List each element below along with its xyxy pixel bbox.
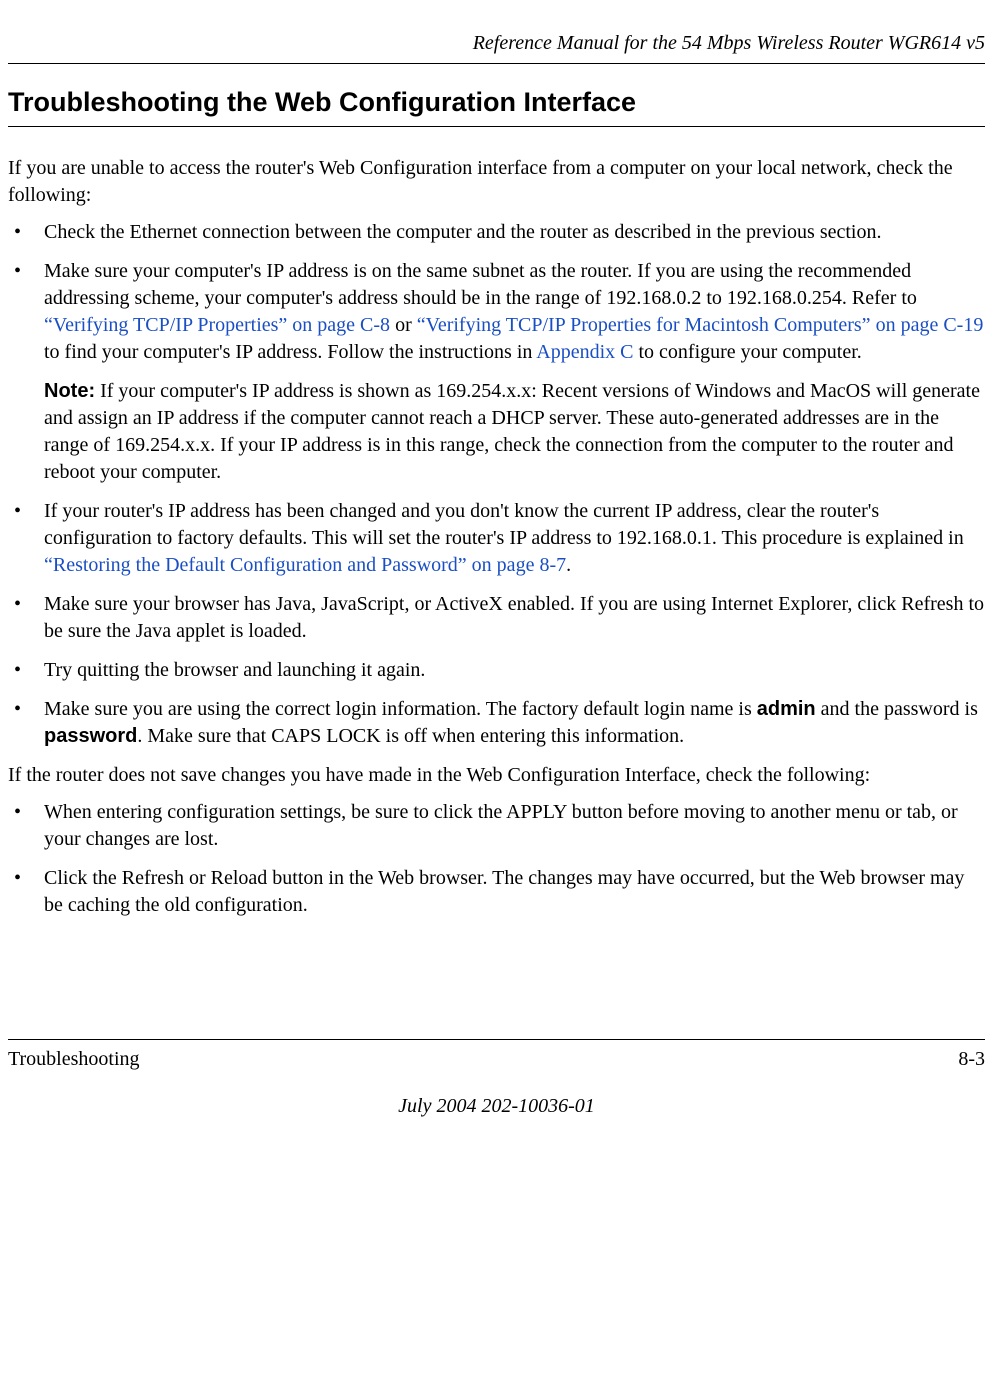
footer-section-name: Troubleshooting [8, 1046, 140, 1073]
bullet-list-1: Check the Ethernet connection between th… [8, 219, 985, 750]
body-text: and the password is [816, 698, 978, 720]
body-text: or [390, 314, 417, 336]
cross-reference-link[interactable]: “Verifying TCP/IP Properties for Macinto… [417, 314, 984, 336]
cross-reference-link[interactable]: Appendix C [536, 341, 633, 363]
footer-row: Troubleshooting 8-3 [8, 1046, 985, 1073]
note-label: Note: [44, 380, 95, 402]
header-rule [8, 63, 985, 64]
bold-text: password [44, 725, 137, 747]
footer-rule [8, 1039, 985, 1040]
section-heading: Troubleshooting the Web Configuration In… [8, 84, 985, 120]
bold-text: admin [757, 698, 816, 720]
body-text: to configure your computer. [633, 341, 861, 363]
heading-rule [8, 126, 985, 127]
body-text: Make sure you are using the correct logi… [44, 698, 757, 720]
running-header: Reference Manual for the 54 Mbps Wireles… [8, 30, 985, 57]
bullet-list-2: When entering configuration settings, be… [8, 799, 985, 919]
cross-reference-link[interactable]: “Restoring the Default Configuration and… [44, 554, 566, 576]
list-item: Make sure you are using the correct logi… [8, 696, 985, 750]
note-text: If your computer's IP address is shown a… [44, 380, 980, 483]
footer-page-number: 8-3 [958, 1046, 985, 1073]
body-text: to find your computer's IP address. Foll… [44, 341, 536, 363]
intro-paragraph-2: If the router does not save changes you … [8, 762, 985, 789]
list-item: Make sure your browser has Java, JavaScr… [8, 591, 985, 645]
body-text: Make sure your computer's IP address is … [44, 260, 917, 309]
page-footer: Troubleshooting 8-3 July 2004 202-10036-… [8, 1039, 985, 1120]
list-item: Click the Refresh or Reload button in th… [8, 865, 985, 919]
list-item: When entering configuration settings, be… [8, 799, 985, 853]
cross-reference-link[interactable]: “Verifying TCP/IP Properties” on page C-… [44, 314, 390, 336]
list-item: Check the Ethernet connection between th… [8, 219, 985, 246]
document-page: Reference Manual for the 54 Mbps Wireles… [0, 0, 993, 1140]
intro-paragraph-1: If you are unable to access the router's… [8, 155, 985, 209]
footer-date: July 2004 202-10036-01 [8, 1093, 985, 1120]
body-text: . Make sure that CAPS LOCK is off when e… [137, 725, 684, 747]
body-text: . [566, 554, 571, 576]
list-item: Try quitting the browser and launching i… [8, 657, 985, 684]
body-text: If your router's IP address has been cha… [44, 500, 964, 549]
list-item: If your router's IP address has been cha… [8, 498, 985, 579]
note-block: Note: If your computer's IP address is s… [44, 378, 985, 486]
list-item: Make sure your computer's IP address is … [8, 258, 985, 486]
